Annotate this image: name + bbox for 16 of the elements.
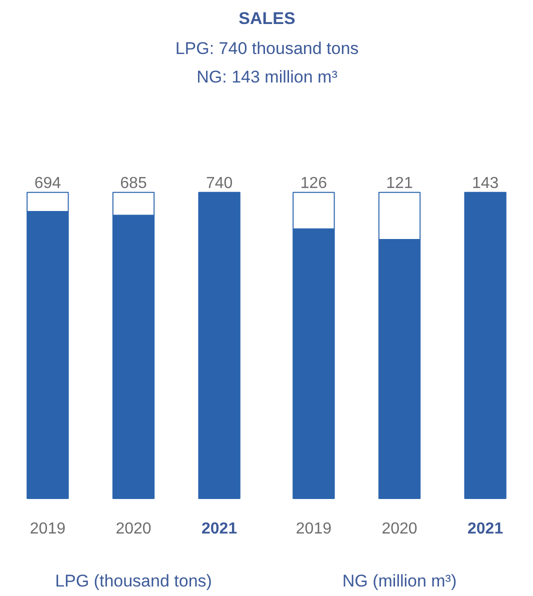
x-tick-label: 2020 <box>382 520 418 538</box>
data-label: 694 <box>34 174 62 192</box>
data-label: 685 <box>120 174 147 192</box>
x-tick-label: 2021 <box>468 520 504 538</box>
data-label: 121 <box>386 174 413 192</box>
x-tick-label: 2019 <box>30 520 66 538</box>
x-axis-title: LPG (thousand tons) <box>55 572 212 591</box>
x-tick-label: 2019 <box>296 520 332 538</box>
x-tick-label: 2020 <box>116 520 152 538</box>
chart-title: SALES <box>238 9 296 28</box>
data-label: 143 <box>472 174 499 192</box>
x-tick-label: 2021 <box>202 520 238 538</box>
data-label: 126 <box>300 174 328 192</box>
chart-subtitle: LPG: 740 thousand tons NG: 143 million m³ <box>175 39 359 86</box>
data-label: 740 <box>206 174 233 192</box>
x-axis-title: NG (million m³) <box>342 572 457 591</box>
